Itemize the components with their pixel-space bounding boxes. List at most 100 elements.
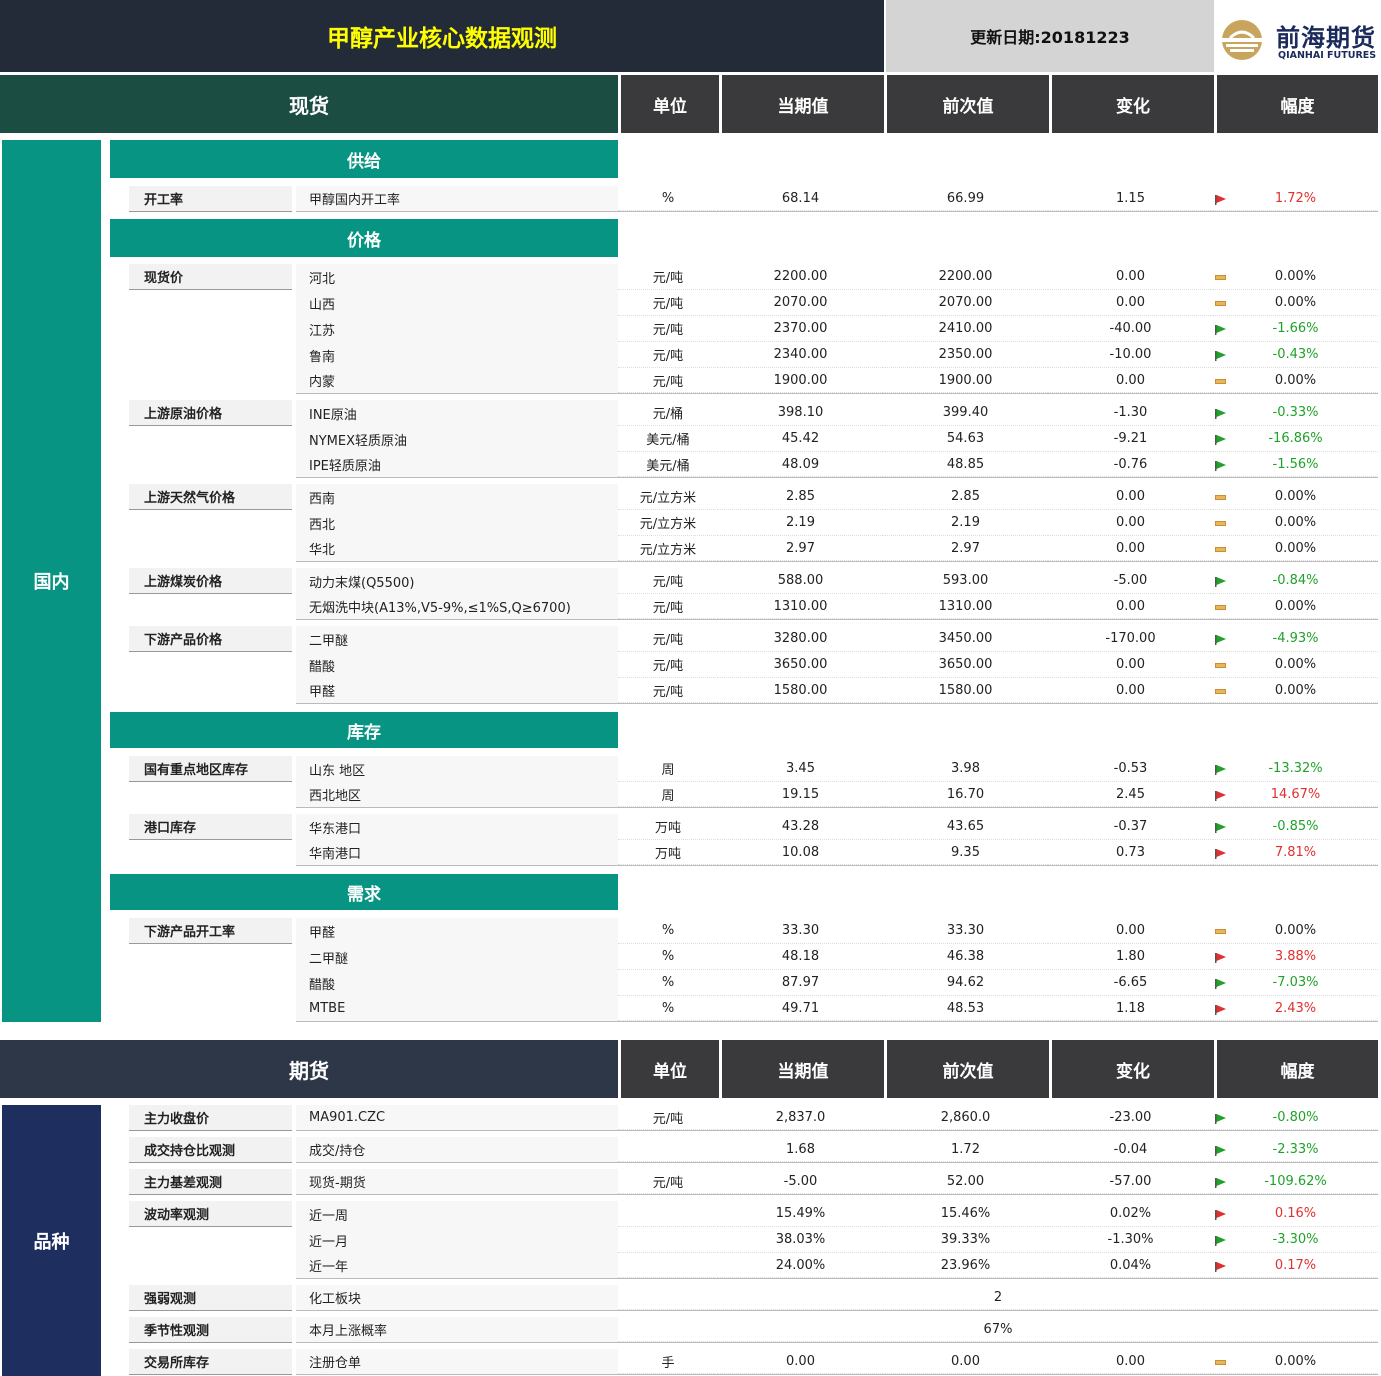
update-date: 更新日期:20181223 [886,0,1214,72]
row-range-cell: -109.62% [1213,1169,1378,1194]
row-unit: 元/吨 [618,1105,718,1130]
category-seasonality: 季节性观测 [129,1317,292,1343]
row-previous-value: 2200.00 [883,264,1048,290]
row-change-value: -6.65 [1048,970,1213,996]
row-range-value: -16.86% [1268,431,1323,446]
table-row: INE原油 元/桶 398.10 399.40 -1.30 -0.33% [296,400,1378,426]
category-gas: 上游天然气价格 [129,484,292,510]
row-previous-value: 23.96% [883,1253,1048,1278]
row-range-value: 0.00% [1274,598,1317,614]
row-item-name: 现货-期货 [296,1169,618,1194]
row-change-value: -9.21 [1048,426,1213,452]
row-item-name: IPE轻质原油 [296,452,618,477]
flag-down-icon [1215,350,1227,361]
row-range-cell: 0.00% [1213,594,1378,619]
category-basis: 主力基差观测 [129,1169,292,1195]
row-change-value: 1.18 [1048,996,1213,1021]
row-item-name: MA901.CZC [296,1105,618,1130]
row-unit: 元/吨 [618,594,718,619]
row-range-cell: -0.33% [1213,400,1378,426]
flag-down-icon [1215,978,1227,989]
row-range-value: 1.72% [1274,190,1317,206]
row-change-value: -0.53 [1048,756,1213,782]
col-current-header-2: 当期值 [722,1040,884,1098]
flat-bar-icon [1215,547,1226,552]
table-row: 内蒙 元/吨 1900.00 1900.00 0.00 0.00% [296,368,1378,394]
row-item-name: 华南港口 [296,840,618,865]
category-key-region-inventory: 国有重点地区库存 [129,756,292,782]
row-change-value: 0.02% [1048,1201,1213,1227]
table-row: 近一周 15.49% 15.46% 0.02% 0.16% [296,1201,1378,1227]
row-unit: 美元/桶 [618,452,718,477]
row-unit: 元/吨 [618,1169,718,1194]
row-unit: 万吨 [618,840,718,865]
row-span-value: 67% [618,1317,1378,1342]
category-port-inventory: 港口库存 [129,814,292,840]
row-range-cell: 0.00% [1213,484,1378,510]
row-unit: % [618,996,718,1021]
row-unit: % [618,186,718,211]
flag-down-icon [1215,1113,1227,1124]
row-item-name: 成交/持仓 [296,1137,618,1162]
row-current-value: 45.42 [718,426,883,452]
row-unit: % [618,918,718,944]
row-range-value: 7.81% [1274,844,1317,860]
row-item-name: 动力末煤(Q5500) [296,568,618,594]
row-current-value: 398.10 [718,400,883,426]
row-range-cell: -0.80% [1213,1105,1378,1130]
row-change-value: -0.76 [1048,452,1213,477]
flag-down-icon [1215,764,1227,775]
row-current-value: 2.85 [718,484,883,510]
col-change-header-2: 变化 [1052,1040,1214,1098]
row-item-name: 近一年 [296,1253,618,1278]
row-item-name: MTBE [296,996,618,1021]
row-range-value: 0.16% [1274,1206,1317,1221]
row-range-cell: -7.03% [1213,970,1378,996]
row-previous-value: 52.00 [883,1169,1048,1194]
band-inventory: 库存 [110,712,618,748]
row-range-value: 3.88% [1274,949,1317,964]
row-item-name: INE原油 [296,400,618,426]
logo-text-en: QIANHAI FUTURES [1278,50,1377,61]
row-range-cell: -3.30% [1213,1227,1378,1253]
row-change-value: -1.30 [1048,400,1213,426]
table-row: 注册仓单手 0.00 0.00 0.00 0.00% [296,1349,1378,1375]
row-range-cell: 0.00% [1213,678,1378,703]
flag-down-icon [1215,1145,1227,1156]
flat-bar-icon [1215,521,1226,526]
row-range-cell: -1.56% [1213,452,1378,477]
row-current-value: 33.30 [718,918,883,944]
table-row: 鲁南 元/吨 2340.00 2350.00 -10.00 -0.43% [296,342,1378,368]
table-row: 动力末煤(Q5500) 元/吨 588.00 593.00 -5.00 -0.84% [296,568,1378,594]
logo-mark-icon [1222,20,1262,60]
col-range-header: 幅度 [1217,75,1378,133]
row-unit: % [618,944,718,970]
row-current-value: 1310.00 [718,594,883,619]
flag-down-icon [1215,634,1227,645]
row-range-cell: -13.32% [1213,756,1378,782]
side-label-domestic: 国内 [2,140,101,1022]
row-item-name: 二甲醚 [296,944,618,970]
row-range-cell: 1.72% [1213,186,1378,211]
row-previous-value: 2350.00 [883,342,1048,368]
row-previous-value: 16.70 [883,782,1048,807]
row-current-value: 2340.00 [718,342,883,368]
col-range-header-2: 幅度 [1217,1040,1378,1098]
row-current-value: 1.68 [718,1137,883,1162]
row-item-name: 华东港口 [296,814,618,840]
row-previous-value: 2.97 [883,536,1048,561]
row-change-value: 0.00 [1048,484,1213,510]
row-previous-value: 9.35 [883,840,1048,865]
row-current-value: 2370.00 [718,316,883,342]
table-row: NYMEX轻质原油 美元/桶 45.42 54.63 -9.21 -16.86% [296,426,1378,452]
row-range-value: -0.84% [1272,573,1319,588]
row-range-value: -0.85% [1272,819,1319,834]
row-range-value: -0.43% [1272,347,1319,362]
table-row: 成交/持仓 1.68 1.72 -0.04 -2.33% [296,1137,1378,1163]
row-current-value: 1900.00 [718,368,883,393]
row-range-value: -2.33% [1272,1141,1319,1157]
row-change-value: -170.00 [1048,626,1213,652]
row-previous-value: 66.99 [883,186,1048,211]
row-item-name: 鲁南 [296,342,618,368]
table-row: 本月上涨概率 67% [296,1317,1378,1343]
